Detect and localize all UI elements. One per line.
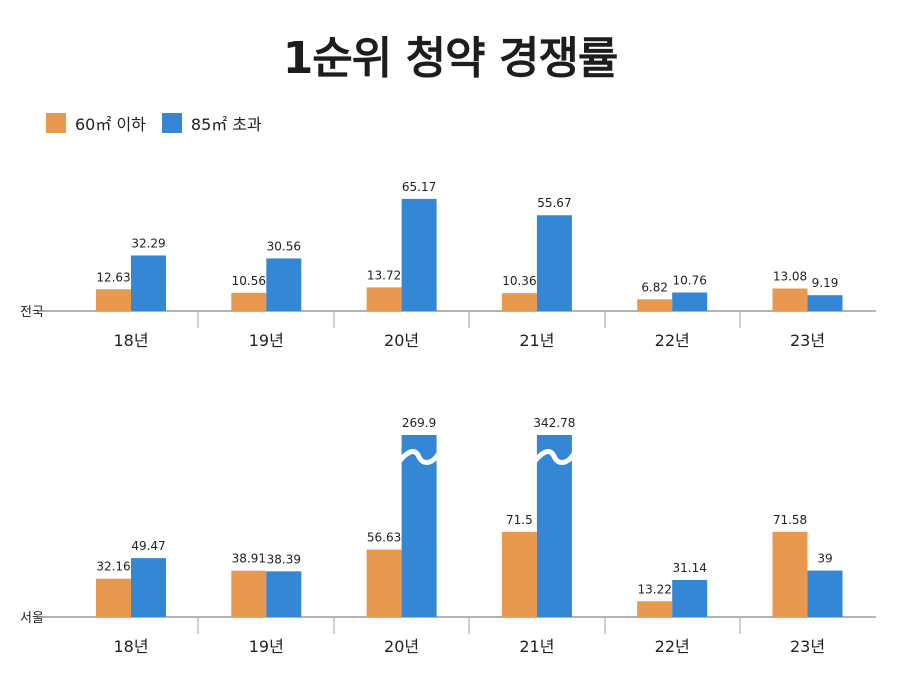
- x-tick-label: 21년: [519, 331, 554, 350]
- bar: [501, 531, 537, 617]
- data-label: 49.47: [131, 539, 165, 553]
- bar: [807, 570, 843, 617]
- bar: [131, 255, 166, 311]
- x-tick-label: 22년: [655, 331, 690, 350]
- chart-title: 1순위 청약 경쟁률: [282, 33, 619, 84]
- bar: [366, 549, 402, 617]
- data-label: 6.82: [641, 280, 668, 294]
- data-label: 56.63: [367, 531, 401, 545]
- bar: [231, 570, 267, 617]
- data-label: 65.17: [402, 180, 436, 194]
- data-label: 269.9: [402, 416, 436, 430]
- bar: [131, 558, 166, 617]
- x-tick-label: 18년: [113, 637, 148, 656]
- data-label: 10.36: [502, 274, 536, 288]
- region-label: 서울: [20, 611, 44, 626]
- data-label: 30.56: [267, 239, 301, 253]
- bar: [266, 571, 302, 617]
- data-label: 71.5: [506, 513, 533, 527]
- data-label: 12.63: [96, 270, 130, 284]
- bar: [366, 287, 402, 311]
- x-tick-label: 18년: [113, 331, 148, 350]
- bar: [672, 292, 708, 311]
- bar: [807, 295, 843, 311]
- data-label: 39: [817, 552, 832, 566]
- data-label: 38.91: [232, 552, 266, 566]
- bar: [637, 299, 673, 311]
- data-label: 38.39: [267, 552, 301, 566]
- data-label: 9.19: [812, 276, 839, 290]
- data-label: 10.56: [232, 274, 266, 288]
- data-label: 31.14: [673, 561, 707, 575]
- x-tick-label: 20년: [384, 637, 419, 656]
- legend-item-large: 85㎡ 초과: [161, 111, 262, 135]
- bar: [231, 292, 267, 311]
- legend: 60㎡ 이하 85㎡ 초과: [46, 111, 262, 135]
- legend-label-small: 60㎡ 이하: [75, 115, 146, 134]
- legend-item-small: 60㎡ 이하: [46, 111, 146, 135]
- region-label: 전국: [20, 305, 44, 320]
- bar: [96, 289, 131, 311]
- bar: [637, 601, 673, 617]
- axis-break-mark: [531, 449, 578, 465]
- x-tick-label: 20년: [384, 331, 419, 350]
- bar: [401, 198, 437, 311]
- data-label: 32.29: [131, 236, 165, 250]
- data-label: 13.08: [773, 270, 807, 284]
- bar: [96, 578, 131, 617]
- x-tick-label: 19년: [249, 331, 284, 350]
- bar: [672, 579, 708, 617]
- data-label: 55.67: [537, 196, 571, 210]
- data-label: 13.72: [367, 268, 401, 282]
- bar: [501, 293, 537, 311]
- data-label: 10.76: [673, 273, 707, 287]
- legend-swatch-small: [46, 113, 66, 133]
- x-tick-label: 23년: [790, 637, 825, 656]
- data-label: 342.78: [533, 416, 575, 430]
- bar: [772, 288, 808, 311]
- bar: [401, 435, 437, 617]
- data-label: 71.58: [773, 513, 807, 527]
- x-tick-label: 23년: [790, 331, 825, 350]
- bar: [536, 215, 572, 311]
- bar: [772, 531, 808, 617]
- data-label: 13.22: [638, 582, 672, 596]
- data-label: 32.16: [96, 560, 130, 574]
- legend-label-large: 85㎡ 초과: [190, 115, 262, 134]
- legend-swatch-large: [161, 113, 182, 133]
- x-tick-label: 22년: [655, 637, 690, 656]
- x-tick-label: 19년: [249, 637, 284, 656]
- bar: [266, 258, 302, 311]
- bar: [536, 435, 572, 617]
- axis-break-mark: [396, 449, 442, 465]
- x-tick-label: 21년: [519, 637, 554, 656]
